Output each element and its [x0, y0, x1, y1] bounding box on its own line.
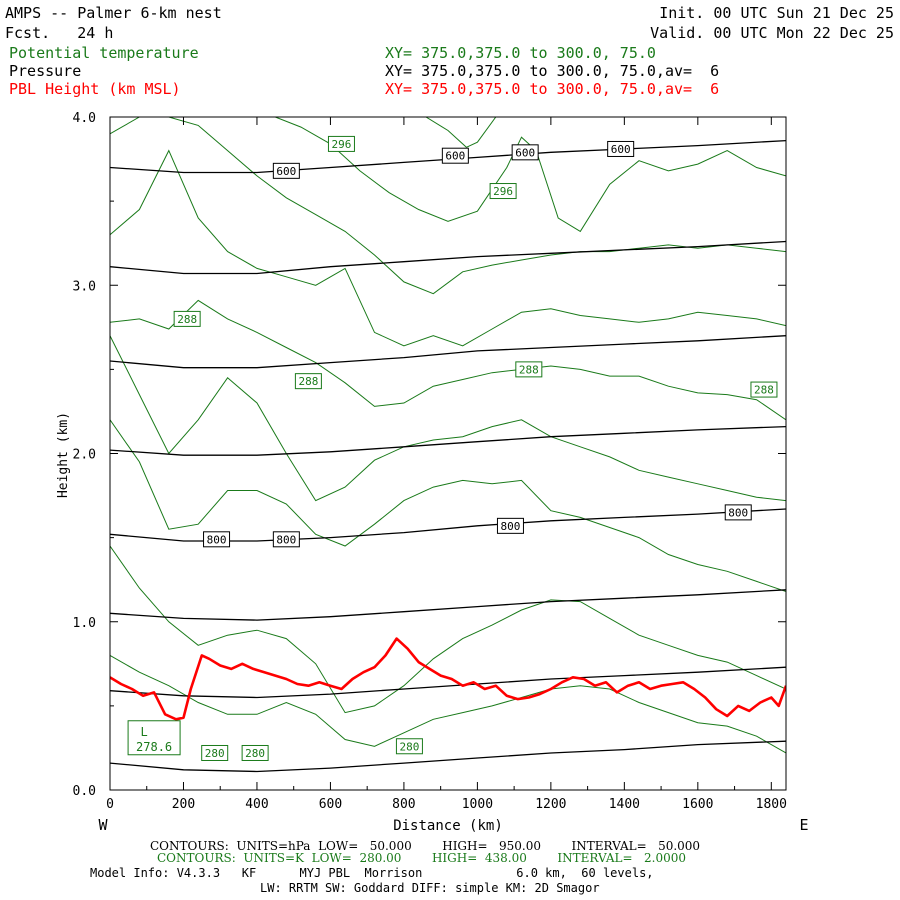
x-tick-label-7: 1400 — [609, 797, 640, 812]
theta-label-0-box — [327, 135, 355, 152]
theta-label-4: 288 — [519, 363, 539, 376]
pressure-contour-650 — [110, 240, 786, 275]
pressure-contour-850 — [110, 589, 786, 621]
y-tick-label-1: 1.0 — [73, 616, 96, 631]
pressure-label-2: 600 — [515, 146, 535, 159]
y-tick-label-0: 0.0 — [73, 784, 96, 799]
pbl-height-series — [110, 637, 786, 721]
pressure-label-7-box — [724, 504, 752, 521]
pressure-label-1: 600 — [445, 150, 465, 163]
theta-label-8: 280 — [399, 740, 419, 753]
field-name-pbl: PBL Height (km MSL) — [9, 80, 181, 98]
model-info-physics: LW: RRTM SW: Goddard DIFF: simple KM: 2D… — [260, 881, 600, 895]
x-tick-label-6: 1200 — [535, 797, 566, 812]
x-tick-label-1: 200 — [172, 797, 195, 812]
x-end-left: W — [98, 816, 108, 834]
pressure-label-5-box — [272, 531, 300, 548]
theta-label-1: 296 — [493, 185, 513, 198]
y-tick-label-3: 3.0 — [73, 279, 96, 294]
pressure-label-3: 600 — [611, 143, 631, 156]
theta-contour-4 — [110, 299, 786, 421]
theta-label-7: 280 — [245, 747, 265, 760]
theta-contour-5 — [110, 149, 786, 347]
x-tick-label-4: 800 — [392, 797, 415, 812]
field-xy-theta: XY= 375.0,375.0 to 300.0, 75.0 — [385, 44, 656, 62]
pressure-contour-950 — [110, 740, 786, 773]
theta-label-1-box — [489, 183, 517, 200]
theta-label-2: 288 — [177, 313, 197, 326]
pressure-label-3-box — [607, 140, 635, 157]
x-tick-label-8: 1600 — [682, 797, 713, 812]
theta-contour-2 — [110, 419, 786, 592]
theta-label-2-box — [173, 310, 201, 327]
field-name-theta: Potential temperature — [9, 44, 199, 62]
low-marker-letter: L — [140, 725, 147, 739]
theta-label-5: 288 — [754, 384, 774, 397]
theta-contours — [110, 117, 786, 754]
init-time: Init. 00 UTC Sun 21 Dec 25 — [659, 4, 894, 22]
x-tick-label-9: 1800 — [756, 797, 787, 812]
theta-label-0: 296 — [332, 138, 352, 151]
x-axis-label: Distance (km) — [393, 818, 503, 834]
theta-contour-7 — [275, 117, 786, 233]
pressure-label-4: 800 — [207, 533, 227, 546]
field-name-pressure: Pressure — [9, 62, 82, 80]
pressure-label-6-box — [496, 517, 524, 534]
x-end-right: E — [799, 816, 808, 834]
theta-contour-0 — [110, 654, 786, 754]
axes: 0 200 400 600 800 1000 1200 1400 1600 1800 0.0 1.0 2… — [73, 111, 787, 812]
contour-labels: 296 296 288 288 288 288 280 280 280 600 600 600 600 8… — [127, 135, 778, 761]
contours-info-pressure: CONTOURS: UNITS=hPa LOW= 50.000 HIGH= 95… — [150, 839, 701, 853]
field-xy-pressure: XY= 375.0,375.0 to 300.0, 75.0,av= 6 — [385, 62, 720, 80]
pressure-contour-700 — [110, 335, 786, 369]
y-tick-label-4: 4.0 — [73, 111, 96, 126]
x-tick-label-3: 600 — [319, 797, 342, 812]
pressure-label-1-box — [441, 147, 469, 164]
theta-contour-8 — [425, 117, 497, 148]
pressure-label-4-box — [203, 531, 231, 548]
x-tick-label-0: 0 — [106, 797, 114, 812]
theta-contour-6 — [110, 117, 786, 295]
x-tick-label-5: 1000 — [462, 797, 493, 812]
model-info: Model Info: V4.3.3 KF MYJ PBL Morrison 6… — [90, 866, 654, 880]
pressure-label-5: 800 — [276, 533, 296, 546]
theta-label-7-box — [241, 744, 269, 761]
theta-label-6-box — [201, 744, 229, 761]
forecast-hour: Fcst. 24 h — [5, 24, 114, 42]
theta-label-4-box — [515, 361, 543, 378]
theta-contour-3 — [110, 335, 786, 502]
pressure-label-0: 600 — [276, 165, 296, 178]
low-marker-value: 278.6 — [136, 740, 172, 754]
theta-label-8-box — [395, 738, 423, 755]
y-tick-label-2: 2.0 — [73, 448, 96, 463]
pressure-label-7: 800 — [728, 506, 748, 519]
pressure-label-0-box — [272, 162, 300, 179]
field-xy-pbl: XY= 375.0,375.0 to 300.0, 75.0,av= 6 — [385, 80, 720, 98]
pressure-contour-600 — [110, 139, 786, 174]
x-tick-label-2: 400 — [245, 797, 268, 812]
pbl-height-line — [110, 637, 786, 721]
y-axis-label: Height (km) — [56, 412, 71, 498]
valid-time: Valid. 00 UTC Mon 22 Dec 25 — [650, 24, 894, 42]
theta-label-5-box — [750, 381, 778, 398]
pressure-label-2-box — [511, 144, 539, 161]
theta-contour-1 — [110, 545, 786, 714]
contours-info-theta: CONTOURS: UNITS=K LOW= 280.00 HIGH= 438.… — [157, 851, 686, 865]
chart-title: AMPS -- Palmer 6-km nest — [5, 4, 222, 22]
pressure-contour-750 — [110, 425, 786, 456]
theta-label-3: 288 — [298, 375, 318, 388]
theta-label-6: 280 — [205, 747, 225, 760]
plot-frame — [109, 116, 787, 791]
theta-label-3-box — [294, 373, 322, 390]
pressure-contour-900 — [110, 666, 786, 699]
pressure-label-6: 800 — [501, 520, 521, 533]
low-marker-box — [127, 720, 181, 756]
